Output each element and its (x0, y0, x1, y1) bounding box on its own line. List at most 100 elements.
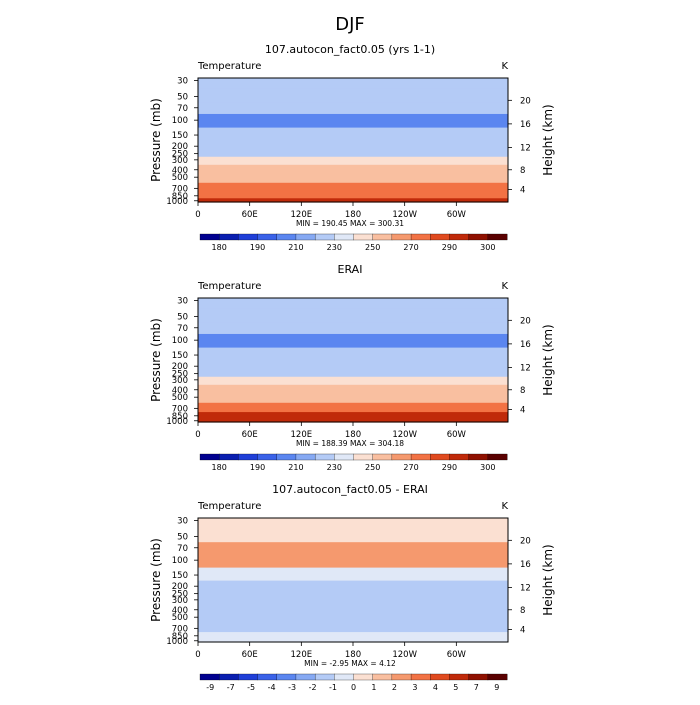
y-tick-label: 300 (172, 156, 188, 166)
colorbar-label: 290 (442, 243, 457, 252)
colorbar-swatch (410, 673, 431, 681)
contour-band (198, 604, 508, 615)
colorbar-label: 230 (327, 243, 342, 252)
contour-band (198, 192, 508, 199)
x-tick-label: 120W (392, 430, 417, 440)
stats-label: MIN = -2.95 MAX = 4.12 (304, 659, 396, 668)
contour-band (198, 412, 508, 419)
field-label: Temperature (197, 281, 261, 292)
y2-tick-label: 12 (520, 363, 531, 373)
colorbar-swatch (334, 673, 354, 681)
colorbar-swatch (219, 453, 239, 461)
y-tick-label: 400 (172, 166, 188, 176)
contour-band (198, 173, 508, 184)
contour-band (198, 333, 508, 349)
y-tick-label: 400 (172, 386, 188, 396)
colorbar-swatch (353, 673, 374, 681)
y2-tick-label: 4 (520, 186, 525, 196)
colorbar-label: 300 (480, 463, 495, 472)
colorbar-swatch (430, 453, 450, 461)
y-tick-label: 30 (177, 296, 188, 306)
y2-tick-label: 8 (520, 386, 525, 396)
y-tick-label: 150 (172, 131, 188, 141)
contour-band (198, 613, 508, 624)
y-tick-label: 850 (172, 632, 188, 642)
colorbar-swatch (238, 673, 259, 681)
colorbar-swatch (468, 233, 489, 241)
x-tick-label: 180 (345, 650, 361, 660)
y-tick-label: 30 (177, 76, 188, 86)
colorbar-swatch (391, 233, 412, 241)
x-tick-label: 120W (392, 210, 417, 220)
contour-band (198, 102, 508, 115)
colorbar-swatch (372, 233, 393, 241)
colorbar-label: 270 (403, 243, 418, 252)
x-tick-label: 180 (345, 210, 361, 220)
contour-band (198, 542, 508, 555)
y2-tick-label: 12 (520, 143, 531, 153)
contour-band (198, 632, 508, 639)
contour-band (198, 164, 508, 175)
colorbar-label: 290 (442, 463, 457, 472)
y-tick-label: 250 (172, 590, 188, 600)
colorbar-swatch (314, 233, 335, 241)
units-label: K (501, 501, 508, 512)
contour-band (198, 622, 508, 633)
x-tick-label: 120W (392, 650, 417, 660)
colorbar-label: 230 (327, 463, 342, 472)
field-label: Temperature (197, 501, 261, 512)
y-tick-label: 150 (172, 571, 188, 581)
contour-band (198, 127, 508, 142)
colorbar-swatch (257, 453, 278, 461)
x-tick-label: 60E (242, 430, 258, 440)
colorbar-swatch (353, 453, 374, 461)
contour-band (198, 78, 508, 90)
colorbar-swatch (334, 453, 354, 461)
y-tick-label: 30 (177, 516, 188, 526)
colorbar-swatch (449, 233, 470, 241)
contour-band (198, 156, 508, 166)
y2-tick-label: 16 (520, 560, 531, 570)
panel-title: ERAI (338, 263, 363, 276)
contour-band (198, 360, 508, 371)
y2-tick-label: 20 (520, 96, 531, 106)
y-tick-label: 70 (177, 544, 188, 554)
colorbar-label: -7 (227, 683, 235, 692)
y2-axis-label: Height (km) (541, 104, 555, 175)
y-tick-label: 300 (172, 376, 188, 386)
contour-band (198, 418, 508, 423)
colorbar-label: 210 (288, 463, 303, 472)
colorbar-swatch (430, 673, 450, 681)
contour-band (198, 393, 508, 404)
y-tick-label: 250 (172, 150, 188, 160)
y-tick-label: 200 (172, 362, 188, 372)
colorbar-label: 250 (365, 463, 380, 472)
y-tick-label: 70 (177, 104, 188, 114)
y-tick-label: 150 (172, 351, 188, 361)
y2-tick-label: 16 (520, 120, 531, 130)
colorbar-swatch (410, 233, 431, 241)
y-tick-label: 400 (172, 606, 188, 616)
colorbar-swatch (199, 453, 220, 461)
y-tick-label: 200 (172, 582, 188, 592)
y-tick-label: 850 (172, 412, 188, 422)
contour-band (198, 596, 508, 606)
y-tick-label: 100 (172, 116, 188, 126)
colorbar-label: 190 (250, 243, 265, 252)
y2-tick-label: 8 (520, 606, 525, 616)
colorbar-label: 5 (453, 683, 458, 692)
x-tick-label: 0 (195, 210, 200, 220)
contour-band (198, 553, 508, 569)
colorbar-label: 270 (403, 463, 418, 472)
y2-tick-label: 12 (520, 583, 531, 593)
contour-band (198, 638, 508, 643)
contour-band (198, 198, 508, 203)
colorbar-swatch (219, 233, 239, 241)
colorbar-swatch (199, 233, 220, 241)
y-tick-label: 700 (172, 404, 188, 414)
x-tick-label: 120E (291, 650, 313, 660)
contour-band (198, 308, 508, 323)
colorbar-swatch (257, 673, 278, 681)
y-tick-label: 700 (172, 184, 188, 194)
